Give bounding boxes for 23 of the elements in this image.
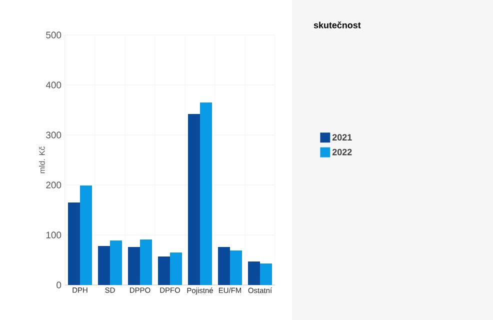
y-tick-label: 500 <box>46 32 62 38</box>
legend-label: 2022 <box>332 148 352 156</box>
y-tick-label: 0 <box>56 282 62 288</box>
y-tick-label: 100 <box>46 232 62 238</box>
y-tick-label: 400 <box>46 82 62 88</box>
bar <box>170 252 182 285</box>
bar <box>248 262 260 285</box>
bar <box>80 186 92 285</box>
bar <box>158 256 170 285</box>
bar <box>128 247 140 285</box>
bar <box>110 240 122 285</box>
bar <box>98 246 110 285</box>
bar <box>200 102 212 285</box>
bar <box>140 240 152 285</box>
y-tick-label: 200 <box>46 182 62 188</box>
bar <box>230 250 242 285</box>
bar <box>68 202 80 285</box>
legend-label: 2021 <box>332 134 352 141</box>
y-tick-label: 300 <box>46 132 62 138</box>
bar <box>188 114 200 285</box>
bar <box>260 264 272 285</box>
legend-title: skutečnost <box>314 22 361 28</box>
bar <box>218 247 230 285</box>
